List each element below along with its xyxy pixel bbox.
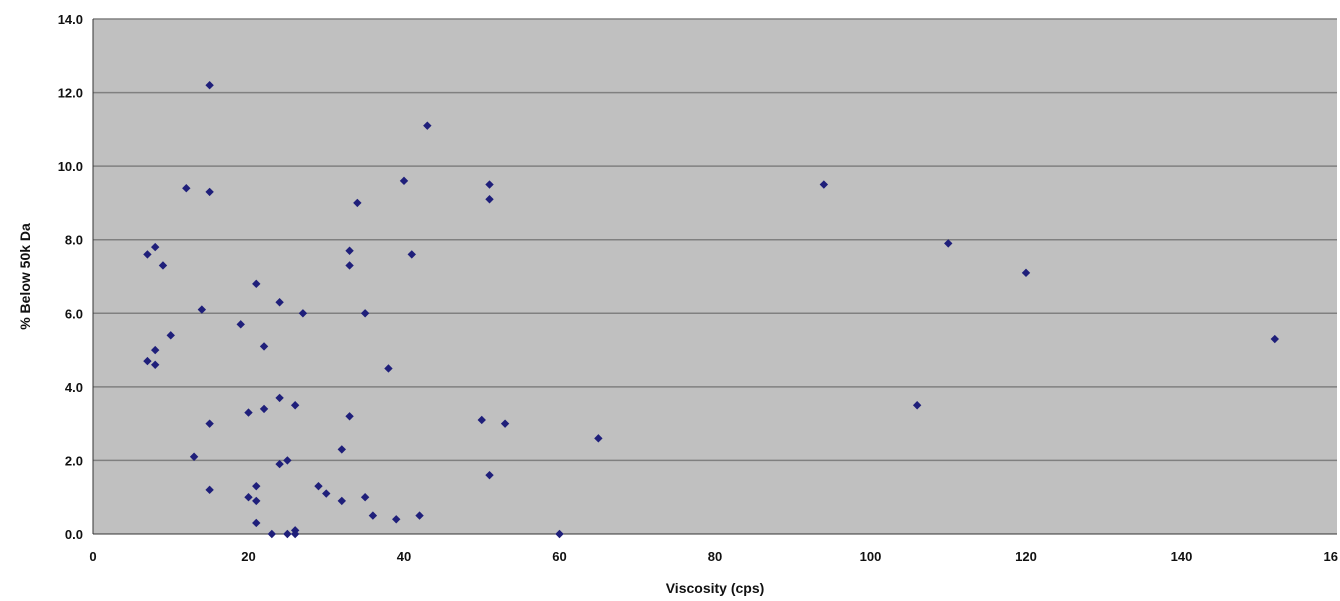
data-point: [143, 250, 152, 259]
data-point: [205, 81, 214, 90]
x-tick-label: 16: [1324, 549, 1338, 564]
x-tick-label: 100: [860, 549, 882, 564]
data-point: [298, 309, 308, 318]
data-point: [197, 305, 207, 314]
x-tick-label: 80: [708, 549, 722, 564]
data-point: [399, 176, 409, 186]
data-point: [290, 401, 300, 410]
axes: [92, 19, 1337, 535]
data-point: [485, 180, 494, 189]
y-axis-title: % Below 50k Da: [17, 223, 33, 330]
data-point: [275, 298, 284, 307]
data-point: [252, 481, 261, 491]
data-point: [314, 481, 323, 491]
data-point: [360, 493, 370, 502]
data-point: [500, 419, 510, 428]
data-point: [205, 485, 214, 495]
x-tick-label: 120: [1015, 549, 1037, 564]
data-point: [944, 239, 953, 248]
data-point: [151, 345, 160, 355]
data-point: [912, 401, 922, 410]
data-point: [477, 415, 486, 425]
data-point: [485, 470, 494, 480]
data-point: [151, 242, 160, 252]
data-point: [236, 320, 245, 329]
data-point: [1021, 268, 1031, 278]
data-point: [182, 184, 191, 193]
data-point: [392, 515, 401, 524]
data-point: [259, 404, 269, 414]
data-point: [143, 356, 152, 366]
data-point: [283, 456, 292, 465]
data-point: [407, 250, 416, 259]
data-point: [345, 261, 354, 270]
data-point: [415, 511, 424, 520]
data-point: [252, 496, 261, 506]
data-point: [353, 198, 362, 208]
data-point: [290, 529, 300, 539]
x-tick-label: 0: [89, 549, 96, 564]
data-point: [337, 445, 346, 454]
data-point: [252, 518, 261, 528]
y-tick-label: 2.0: [65, 453, 83, 468]
data-point: [283, 529, 292, 539]
data-point: [384, 364, 393, 373]
data-points: [143, 81, 1279, 539]
y-tick-label: 14.0: [58, 12, 83, 27]
x-tick-label: 20: [241, 549, 255, 564]
data-point: [555, 529, 564, 539]
y-tick-label: 10.0: [58, 159, 83, 174]
x-axis-title: Viscosity (cps): [666, 580, 765, 596]
y-tick-label: 4.0: [65, 380, 83, 395]
plot-area: [93, 19, 1337, 534]
y-tick-label: 12.0: [58, 86, 83, 101]
x-tick-label: 140: [1171, 549, 1193, 564]
y-tick-label: 0.0: [65, 527, 83, 542]
data-point: [423, 121, 432, 130]
y-tick-label: 8.0: [65, 233, 83, 248]
data-point: [1270, 334, 1279, 344]
data-point: [275, 393, 284, 403]
data-point: [252, 279, 261, 289]
data-point: [360, 309, 370, 318]
data-point: [158, 261, 168, 270]
data-point: [259, 342, 269, 351]
data-point: [345, 412, 354, 421]
data-point: [485, 195, 494, 204]
data-point: [337, 496, 346, 506]
x-tick-label: 40: [397, 549, 411, 564]
data-point: [189, 452, 199, 461]
data-point: [205, 419, 214, 428]
data-point: [819, 180, 829, 189]
data-point: [151, 360, 160, 369]
y-tick-label: 6.0: [65, 306, 83, 321]
data-point: [322, 489, 331, 498]
x-tick-label: 60: [552, 549, 566, 564]
data-point: [166, 331, 175, 340]
data-point: [244, 493, 253, 502]
data-point: [244, 408, 253, 417]
data-point: [267, 529, 277, 539]
data-point: [594, 434, 603, 443]
data-point: [368, 511, 378, 520]
y-axis-tick-labels: 0.0 2.0 4.0 6.0 8.0 10.0 12.0 14.0: [58, 12, 83, 542]
x-axis-tick-labels: 0 20 40 60 80 100 120 140 16: [89, 549, 1338, 564]
data-point: [345, 246, 354, 255]
data-point: [205, 187, 214, 197]
data-point: [275, 459, 284, 469]
